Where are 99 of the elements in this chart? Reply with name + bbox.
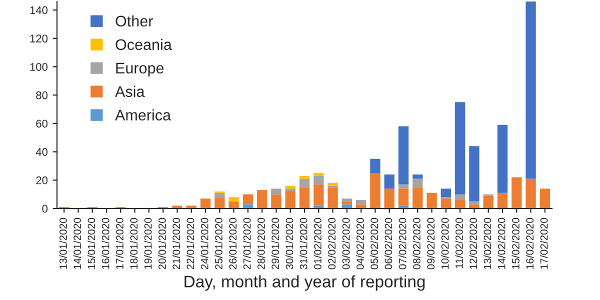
bar	[200, 198, 211, 208]
x-tick-label: 15/02/2020	[512, 218, 520, 269]
bar	[285, 191, 296, 208]
x-tick-label: 02/02/2020	[328, 218, 336, 270]
bar	[356, 200, 366, 204]
x-tick-label: 10/02/2020	[441, 218, 449, 269]
bar	[370, 158, 380, 174]
bar	[314, 184, 324, 206]
x-tick-label: 16/02/2020	[526, 218, 534, 269]
bar	[469, 201, 480, 204]
x-tick-label: 18/01/2020	[130, 218, 138, 269]
bar	[314, 173, 324, 176]
x-tick-label: 05/02/2020	[370, 218, 378, 270]
legend-label: Oceania	[116, 38, 172, 50]
x-tick-label: 15/01/2020	[88, 218, 96, 269]
x-tick-label: 04/02/2020	[356, 218, 364, 270]
bar	[214, 192, 225, 198]
x-tick-label: 08/02/2020	[412, 218, 420, 270]
y-tick-label: 120	[30, 34, 48, 42]
x-tick-label: 17/02/2020	[540, 218, 548, 269]
bar	[412, 178, 423, 188]
y-tick-label: 20	[36, 176, 48, 184]
bar	[271, 188, 282, 194]
legend-label: Asia	[115, 86, 145, 98]
bar	[228, 197, 239, 202]
x-tick-label: 13/02/2020	[484, 218, 492, 269]
x-tick-label: 29/01/2020	[271, 218, 280, 270]
x-tick-label: 01/02/2020	[314, 218, 322, 270]
x-tick-label: 07/02/2020	[398, 218, 406, 270]
x-tick-label: 26/01/2020	[228, 218, 237, 270]
bar	[497, 124, 508, 193]
x-tick-label: 11/02/2020	[455, 218, 463, 268]
bar	[342, 198, 352, 202]
x-tick-label: 16/01/2020	[102, 218, 110, 269]
bar	[299, 187, 310, 208]
x-tick-label: 14/02/2020	[498, 218, 506, 269]
legend-label: Other	[116, 15, 153, 27]
x-tick-label: 14/01/2020	[73, 218, 82, 269]
x-tick-label: 24/01/2020	[200, 218, 208, 270]
y-tick-label: 140	[30, 6, 48, 14]
bar	[172, 206, 182, 208]
bar	[299, 178, 310, 188]
x-tick-label: 28/01/2020	[257, 218, 265, 270]
bar	[540, 188, 550, 208]
bar	[454, 200, 466, 208]
x-tick-label: 03/02/2020	[342, 218, 350, 270]
x-tick-label: 30/01/2020	[286, 218, 294, 270]
bar	[398, 126, 409, 184]
x-tick-label: 27/01/2020	[243, 218, 251, 270]
bar	[454, 194, 466, 200]
x-tick-label: 31/01/2020	[300, 218, 308, 270]
bar	[398, 184, 409, 189]
y-tick-label: 40	[36, 148, 48, 156]
bar	[483, 196, 494, 208]
bar	[440, 198, 452, 208]
bar	[384, 188, 394, 208]
bar	[342, 204, 352, 208]
x-tick-label: 20/01/2020	[158, 218, 166, 270]
bar	[412, 174, 423, 179]
y-tick-label: 0	[42, 204, 48, 213]
bar	[285, 188, 296, 192]
bar	[356, 204, 366, 208]
bar	[242, 204, 254, 208]
bar	[214, 197, 225, 208]
bar	[384, 174, 394, 189]
bar	[412, 187, 423, 208]
bar	[256, 190, 268, 208]
bar	[526, 178, 536, 208]
bar	[271, 194, 282, 208]
bar	[440, 188, 452, 198]
bar	[426, 192, 437, 208]
x-tick-label: 25/01/2020	[214, 218, 222, 270]
x-tick-label: 17/01/2020	[116, 218, 124, 269]
legend-label: America	[115, 109, 172, 121]
x-tick-label: 12/02/2020	[469, 218, 478, 269]
bar	[242, 194, 254, 204]
bar	[370, 173, 380, 208]
x-tick-label: 19/01/2020	[144, 218, 152, 269]
bar	[398, 188, 409, 206]
y-tick-label: 100	[30, 62, 48, 71]
x-tick-label: 09/02/2020	[426, 218, 435, 270]
bar	[454, 102, 466, 194]
x-axis-title: Day, month and year of reporting	[184, 275, 425, 291]
bar	[328, 187, 338, 208]
x-tick-label: 13/01/2020	[59, 218, 67, 269]
bar	[228, 201, 239, 208]
legend-label: Europe	[116, 62, 164, 77]
bar	[512, 177, 522, 208]
x-tick-label: 22/01/2020	[186, 218, 194, 270]
bar	[314, 176, 324, 184]
x-tick-label: 21/01/2020	[172, 218, 180, 270]
y-tick-label: 80	[36, 91, 48, 100]
bar	[328, 182, 338, 186]
y-tick-label: 60	[36, 120, 48, 128]
bar	[469, 204, 480, 208]
x-tick-label: 06/02/2020	[384, 218, 392, 270]
bar	[497, 192, 508, 208]
bar	[469, 146, 480, 202]
bar	[526, 2, 536, 179]
